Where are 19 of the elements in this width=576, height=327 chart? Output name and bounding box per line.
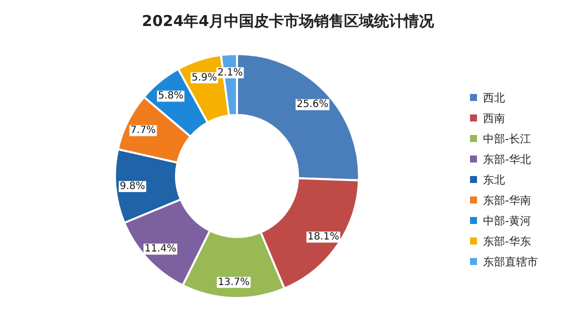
data-label: 11.4% <box>144 244 176 255</box>
legend-label: 东部直辖市 <box>483 256 538 268</box>
data-label: 13.7% <box>218 276 250 288</box>
data-label: 25.6% <box>296 99 328 110</box>
legend-label: 中部-黄河 <box>483 214 531 228</box>
data-label: 5.8% <box>158 90 184 102</box>
data-label: 7.7% <box>130 125 156 136</box>
data-label: 18.1% <box>307 232 340 243</box>
data-label: 9.8% <box>120 181 146 192</box>
legend-label: 西北 <box>483 92 505 104</box>
chart-title: 2024年4月中国皮卡市场销售区域统计情况 <box>142 12 436 30</box>
legend-label: 东部-华南 <box>483 194 531 207</box>
data-label: 2.1% <box>217 67 243 78</box>
legend-label: 东部-华东 <box>483 235 531 248</box>
legend-label: 西南 <box>483 112 505 125</box>
data-label: 5.9% <box>192 72 217 84</box>
legend-label: 东北 <box>483 174 505 186</box>
legend-label: 中部-长江 <box>483 132 531 146</box>
legend-label: 东部-华北 <box>483 153 531 166</box>
